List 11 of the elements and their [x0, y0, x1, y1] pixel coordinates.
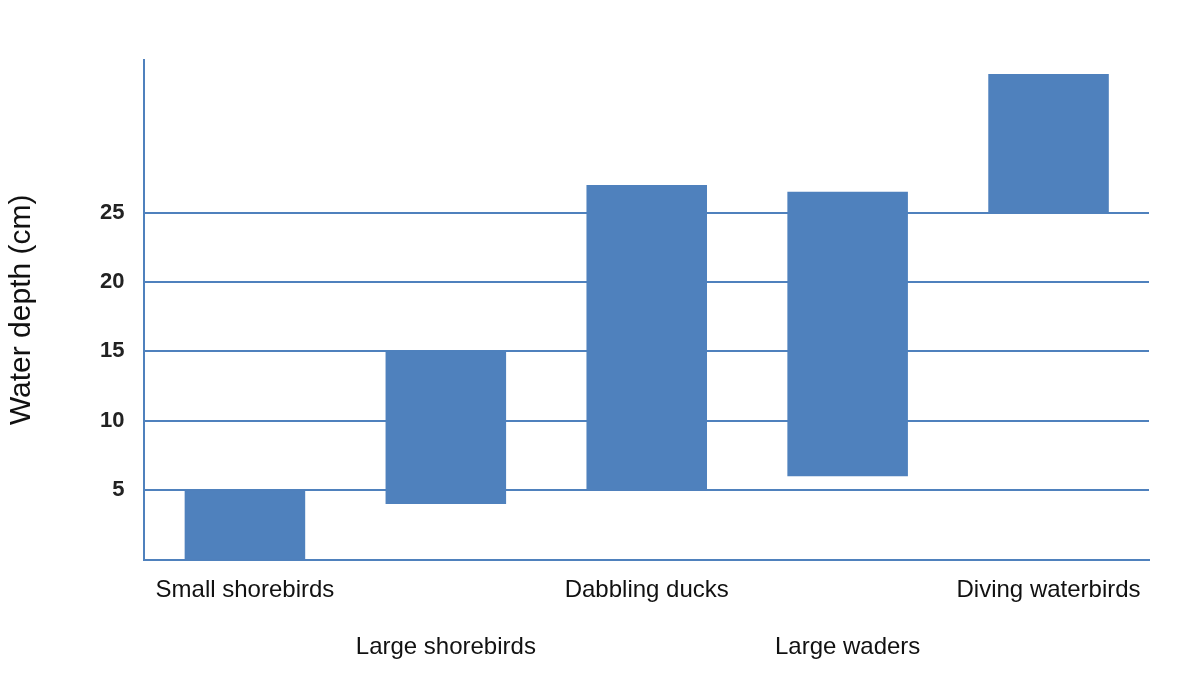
x-tick-label: Large shorebirds [355, 632, 536, 660]
y-tick-label: 15 [99, 337, 125, 363]
y-tick-label: 10 [99, 406, 125, 432]
x-tick-label: Diving waterbirds [956, 574, 1141, 602]
x-tick-label: Small shorebirds [155, 574, 335, 602]
y-axis-title: Water depth (cm) [3, 194, 37, 426]
x-tick-label: Dabbling ducks [564, 574, 729, 602]
y-tick-label: 25 [99, 198, 125, 224]
y-tick-label: 5 [112, 476, 125, 502]
x-tick-label: Large waders [774, 632, 921, 660]
y-tick-label: 20 [99, 268, 125, 294]
